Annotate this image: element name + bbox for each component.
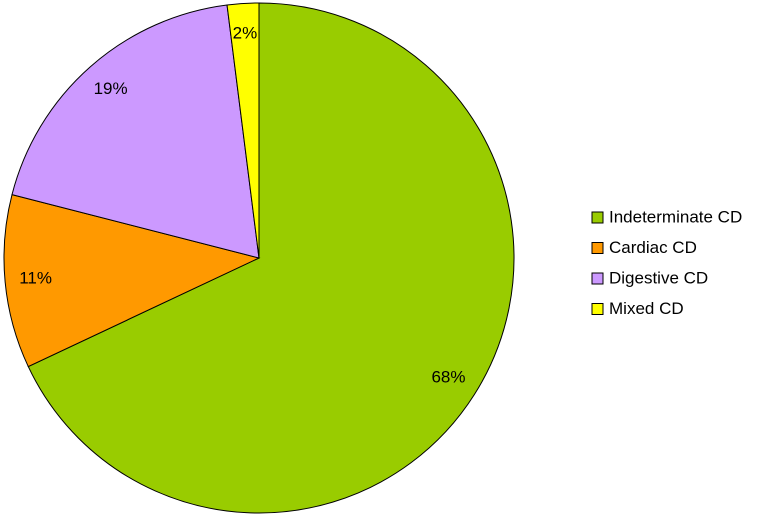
pie-slice [226, 2, 260, 259]
pie-slice [3, 193, 261, 368]
legend-label: Indeterminate CD [609, 207, 742, 226]
pie-slice [27, 2, 515, 514]
pie-slice [11, 4, 260, 259]
legend-swatch [591, 211, 604, 224]
legend-label: Digestive CD [609, 268, 708, 287]
slice-label: 68% [431, 368, 465, 387]
slice-label: 19% [94, 79, 128, 98]
legend-label: Mixed CD [609, 299, 684, 318]
slice-label: 11% [19, 269, 52, 288]
legend-swatch [591, 303, 604, 315]
slice-label: 2% [233, 24, 258, 43]
legend-swatch [591, 272, 604, 285]
legend-label: Cardiac CD [609, 238, 697, 257]
legend-swatch [591, 242, 604, 254]
